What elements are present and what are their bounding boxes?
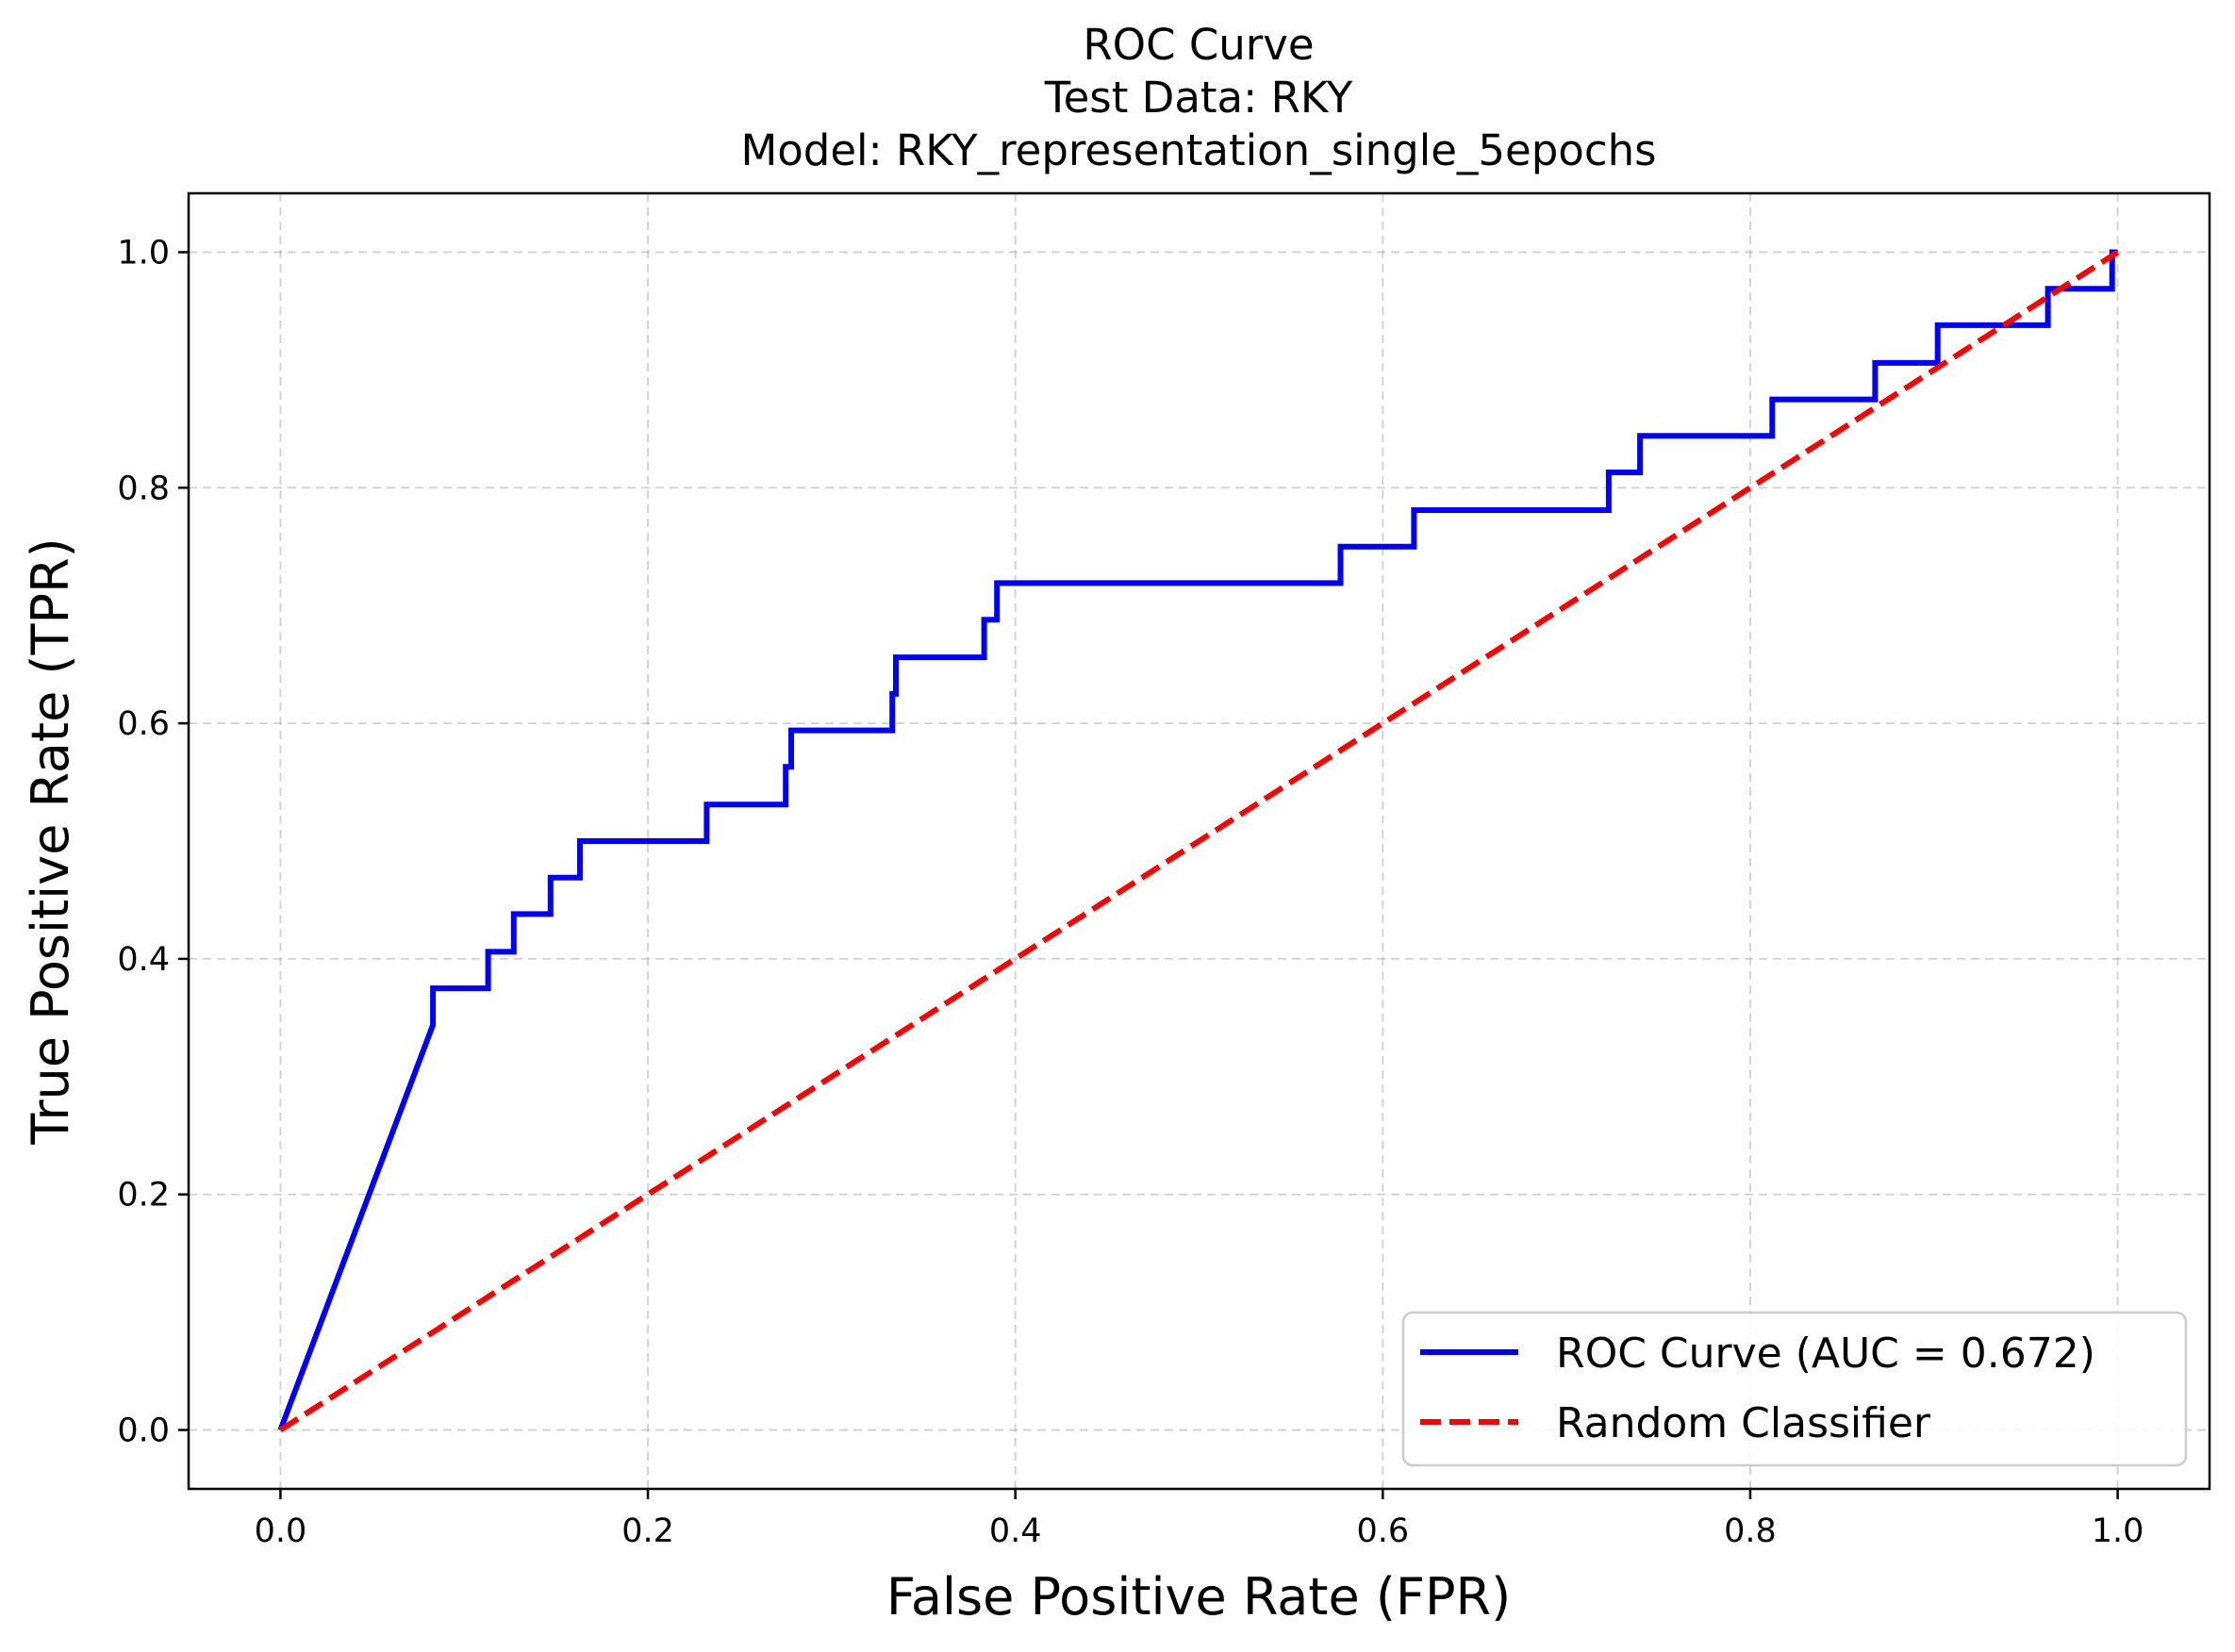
y-axis-ticks: 0.0 0.2 0.4 0.6 0.8 1.0 [117,234,189,1450]
roc-curve-line [277,249,2118,1431]
plot-frame [187,191,2211,1491]
title-line-3: Model: RKY_representation_single_5epochs [740,125,1656,175]
y-tick-label-0: 0.0 [117,1412,170,1450]
legend: ROC Curve (AUC = 0.672) Random Classifie… [1401,1311,2188,1467]
y-tick-label-1: 0.2 [117,1177,170,1214]
title-line-2: Test Data: RKY [1044,73,1353,123]
legend-label-roc: ROC Curve (AUC = 0.672) [1556,1330,2095,1378]
x-tick-label-2: 0.4 [989,1512,1042,1550]
chart-title: ROC Curve Test Data: RKY Model: RKY_repr… [740,20,1656,175]
title-line-1: ROC Curve [1083,20,1314,70]
x-axis-ticks: 0.0 0.2 0.4 0.6 0.8 1.0 [255,1489,2144,1550]
x-tick-label-5: 1.0 [2092,1512,2144,1550]
x-axis-label: False Positive Rate (FPR) [886,1567,1511,1627]
y-tick-label-5: 1.0 [117,234,170,272]
x-tick-label-3: 0.6 [1356,1512,1409,1550]
x-tick-label-1: 0.2 [621,1512,674,1550]
plot-area [277,249,2120,1433]
x-tick-label-4: 0.8 [1724,1512,1777,1550]
legend-label-random: Random Classifier [1556,1399,1931,1447]
y-tick-label-2: 0.4 [117,941,170,979]
y-tick-label-4: 0.8 [117,470,170,507]
y-tick-label-3: 0.6 [117,705,170,743]
legend-box [1401,1311,2188,1467]
y-axis-label: True Positive Rate (TPR) [21,537,80,1145]
x-tick-label-0: 0.0 [255,1512,307,1550]
random-classifier-line [278,249,2120,1433]
